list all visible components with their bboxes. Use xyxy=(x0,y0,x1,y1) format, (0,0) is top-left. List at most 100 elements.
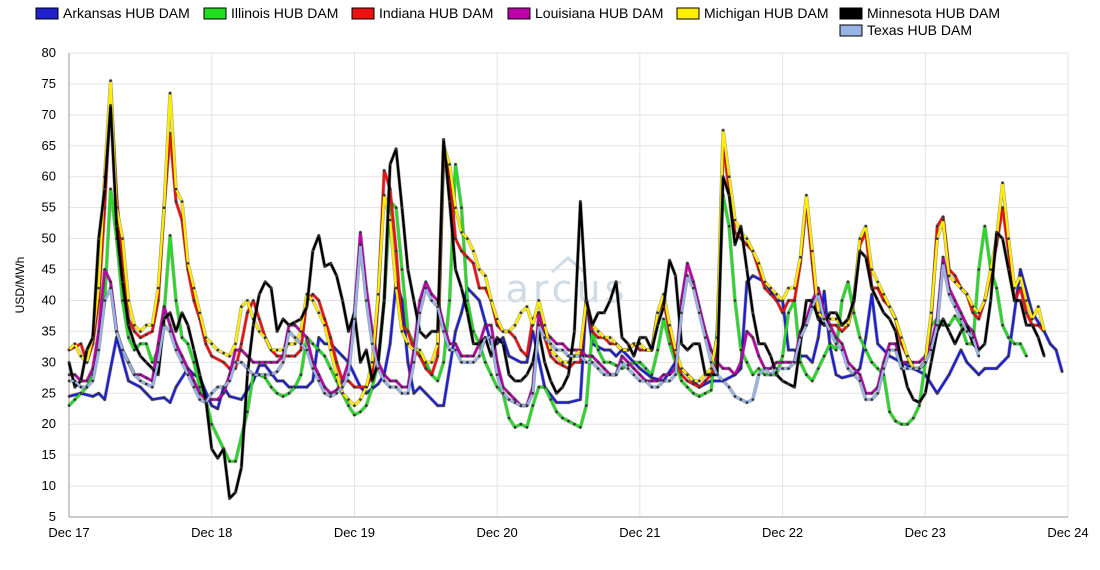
data-point[interactable] xyxy=(1037,305,1040,309)
legend-item[interactable]: Texas HUB DAM xyxy=(839,22,972,38)
data-point[interactable] xyxy=(555,410,558,414)
data-point[interactable] xyxy=(579,348,582,352)
data-point[interactable] xyxy=(781,379,784,383)
data-point[interactable] xyxy=(162,323,166,327)
data-point[interactable] xyxy=(799,255,802,259)
data-point[interactable] xyxy=(460,354,463,358)
data-point[interactable] xyxy=(971,311,975,315)
data-point[interactable] xyxy=(757,354,761,358)
data-point[interactable] xyxy=(929,348,933,352)
data-point[interactable] xyxy=(781,299,784,302)
data-point[interactable] xyxy=(608,342,612,346)
data-point[interactable] xyxy=(162,317,166,321)
data-point[interactable] xyxy=(145,361,148,364)
data-point[interactable] xyxy=(596,361,600,364)
data-point[interactable] xyxy=(680,311,683,315)
data-point[interactable] xyxy=(329,348,332,352)
data-point[interactable] xyxy=(840,348,844,352)
data-point[interactable] xyxy=(73,342,77,346)
data-point[interactable] xyxy=(406,268,410,271)
data-point[interactable] xyxy=(501,336,505,339)
data-point[interactable] xyxy=(834,336,838,339)
data-point[interactable] xyxy=(246,410,249,414)
data-point[interactable] xyxy=(567,354,570,358)
data-point[interactable] xyxy=(466,237,469,240)
data-point[interactable] xyxy=(67,348,71,352)
data-point[interactable] xyxy=(1054,348,1058,352)
data-point[interactable] xyxy=(864,224,868,228)
data-point[interactable] xyxy=(543,323,546,327)
data-point[interactable] xyxy=(828,342,832,346)
data-point[interactable] xyxy=(394,249,398,253)
data-point[interactable] xyxy=(591,354,594,358)
data-point[interactable] xyxy=(246,367,249,370)
data-point[interactable] xyxy=(959,330,963,333)
data-point[interactable] xyxy=(953,342,957,346)
data-point[interactable] xyxy=(133,330,136,333)
data-point[interactable] xyxy=(834,311,838,315)
data-point[interactable] xyxy=(686,385,689,389)
data-point[interactable] xyxy=(484,336,487,339)
data-point[interactable] xyxy=(525,373,529,377)
data-point[interactable] xyxy=(537,299,541,302)
data-point[interactable] xyxy=(870,286,874,290)
data-point[interactable] xyxy=(442,330,445,333)
data-point[interactable] xyxy=(906,385,909,389)
data-point[interactable] xyxy=(240,348,243,352)
data-point[interactable] xyxy=(323,392,327,395)
data-point[interactable] xyxy=(941,218,945,222)
data-point[interactable] xyxy=(198,398,202,401)
data-point[interactable] xyxy=(151,361,154,364)
data-point[interactable] xyxy=(269,373,273,377)
data-point[interactable] xyxy=(186,262,190,265)
data-point[interactable] xyxy=(870,398,874,401)
data-point[interactable] xyxy=(341,392,344,395)
data-point[interactable] xyxy=(400,268,404,271)
data-point[interactable] xyxy=(977,373,981,377)
data-point[interactable] xyxy=(709,361,713,364)
data-point[interactable] xyxy=(507,330,511,333)
data-point[interactable] xyxy=(204,342,208,346)
data-point[interactable] xyxy=(793,361,796,364)
data-point[interactable] xyxy=(763,367,766,370)
data-point[interactable] xyxy=(929,311,933,315)
data-point[interactable] xyxy=(513,336,517,339)
data-point[interactable] xyxy=(109,187,112,191)
data-point[interactable] xyxy=(579,200,582,203)
data-point[interactable] xyxy=(608,336,612,339)
data-point[interactable] xyxy=(145,342,148,346)
data-point[interactable] xyxy=(388,163,392,166)
data-point[interactable] xyxy=(394,385,398,389)
data-point[interactable] xyxy=(489,373,493,377)
data-point[interactable] xyxy=(668,259,671,262)
data-point[interactable] xyxy=(495,361,499,364)
data-point[interactable] xyxy=(507,416,511,420)
data-point[interactable] xyxy=(1001,181,1004,185)
data-point[interactable] xyxy=(156,361,160,364)
data-point[interactable] xyxy=(1007,268,1010,271)
data-point[interactable] xyxy=(585,299,588,302)
data-point[interactable] xyxy=(210,354,213,358)
data-point[interactable] xyxy=(269,286,273,290)
data-point[interactable] xyxy=(258,361,261,364)
data-point[interactable] xyxy=(275,392,279,395)
data-point[interactable] xyxy=(115,330,118,333)
data-point[interactable] xyxy=(525,305,529,309)
data-point[interactable] xyxy=(834,317,838,321)
data-point[interactable] xyxy=(293,354,297,358)
data-point[interactable] xyxy=(1013,286,1016,290)
data-point[interactable] xyxy=(359,410,362,414)
data-point[interactable] xyxy=(275,379,279,383)
data-point[interactable] xyxy=(596,311,600,315)
data-point[interactable] xyxy=(1007,336,1010,339)
data-point[interactable] xyxy=(787,361,790,364)
data-point[interactable] xyxy=(1019,274,1022,278)
data-point[interactable] xyxy=(234,348,237,352)
data-point[interactable] xyxy=(388,379,392,383)
data-point[interactable] xyxy=(323,317,327,321)
data-point[interactable] xyxy=(709,367,713,370)
data-point[interactable] xyxy=(311,367,315,370)
data-point[interactable] xyxy=(400,330,404,333)
data-point[interactable] xyxy=(1025,354,1028,358)
data-point[interactable] xyxy=(656,379,659,383)
